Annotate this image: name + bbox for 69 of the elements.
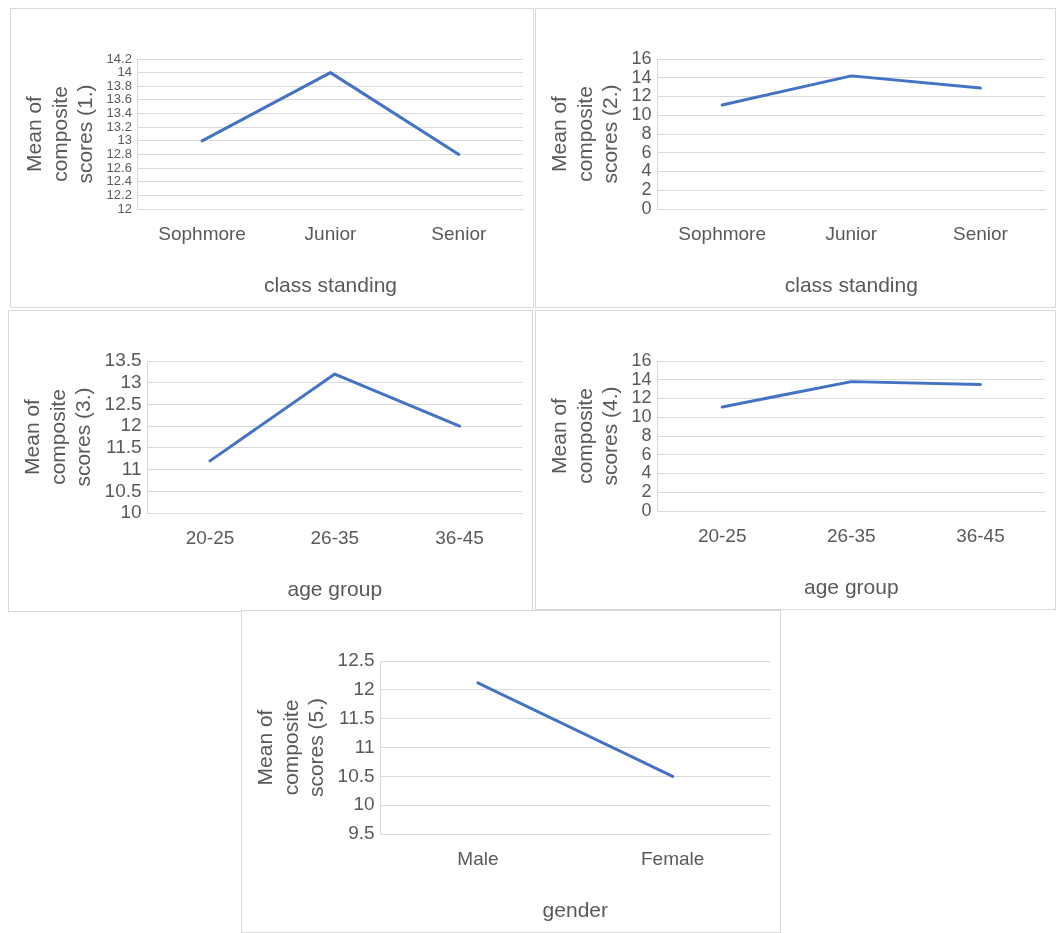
y-tick-label: 4 [641,462,652,483]
y-tick-label: 14 [631,66,652,87]
y-tick-label: 12.5 [104,392,142,414]
y-axis-title: Mean of composite scores (2.) [547,84,621,184]
x-axis-title: gender [542,898,608,922]
x-axis-title: class standing [784,273,918,297]
y-tick-label: 0 [641,499,652,520]
x-axis-title: age group [287,577,383,601]
y-tick-label: 12.8 [106,146,132,162]
x-tick-label: Senior [952,222,1009,244]
y-tick-label: 11 [121,457,142,479]
x-tick-label: Junior [825,222,878,244]
y-tick-label: 0 [641,197,652,218]
y-tick-label: 10.5 [104,479,142,501]
y-tick-label: 12.4 [106,173,132,189]
y-axis-title: Mean of composite scores (1.) [22,84,96,184]
y-tick-label: 13.4 [106,105,132,121]
y-axis-title: Mean of composite scores (3.) [20,387,94,487]
y-tick-label: 12 [117,200,132,216]
y-tick-label: 13.8 [106,77,132,93]
y-tick-label: 13.5 [104,349,142,371]
x-axis-title: age group [804,575,899,599]
x-tick-label: Senior [431,222,487,244]
x-tick-label: 36-45 [956,524,1005,546]
y-tick-label: 12 [120,414,142,436]
y-tick-label: 14 [117,64,132,80]
y-tick-label: 11 [354,735,375,757]
y-axis-title: Mean of composite scores (5.) [253,697,327,798]
y-tick-label: 13 [120,370,142,392]
y-tick-label: 6 [641,141,652,162]
y-tick-label: 8 [641,424,652,445]
y-tick-label: 10 [631,104,652,125]
x-tick-label: 26-35 [310,526,360,548]
y-tick-label: 12 [353,678,375,700]
x-tick-label: Female [640,847,705,869]
x-tick-label: Junior [304,222,357,244]
y-tick-label: 9.5 [348,822,375,844]
y-axis-title: Mean of composite scores (4.) [547,386,621,486]
y-tick-label: 11.5 [106,436,142,458]
y-tick-label: 13.6 [106,91,132,107]
y-tick-label: 6 [641,443,652,464]
x-tick-label: 36-45 [435,526,484,548]
y-tick-label: 8 [641,122,652,143]
y-tick-label: 16 [631,349,652,370]
x-axis-title: class standing [263,273,397,297]
y-tick-label: 12.5 [337,649,375,671]
y-tick-label: 10 [353,793,375,815]
y-tick-label: 11.5 [339,706,375,728]
x-tick-label: 26-35 [827,524,876,546]
y-tick-label: 12 [631,387,652,408]
y-tick-label: 13.2 [106,118,132,134]
x-tick-label: Sophmore [158,222,246,244]
y-tick-label: 12 [631,85,652,106]
x-tick-label: Male [457,847,499,869]
y-tick-label: 14 [631,368,652,389]
y-tick-label: 2 [641,179,652,200]
y-tick-label: 2 [641,481,652,502]
y-tick-label: 10.5 [337,764,375,786]
y-tick-label: 10 [120,501,142,523]
y-tick-label: 13 [117,132,132,148]
y-tick-label: 16 [631,47,652,68]
y-tick-label: 4 [641,160,652,181]
y-tick-label: 12.2 [106,186,132,202]
x-tick-label: 20-25 [185,526,235,548]
x-tick-label: 20-25 [697,524,747,546]
y-tick-label: 12.6 [106,159,132,175]
y-tick-label: 14.2 [106,50,132,66]
x-tick-label: Sophmore [678,222,767,244]
y-tick-label: 10 [631,406,652,427]
